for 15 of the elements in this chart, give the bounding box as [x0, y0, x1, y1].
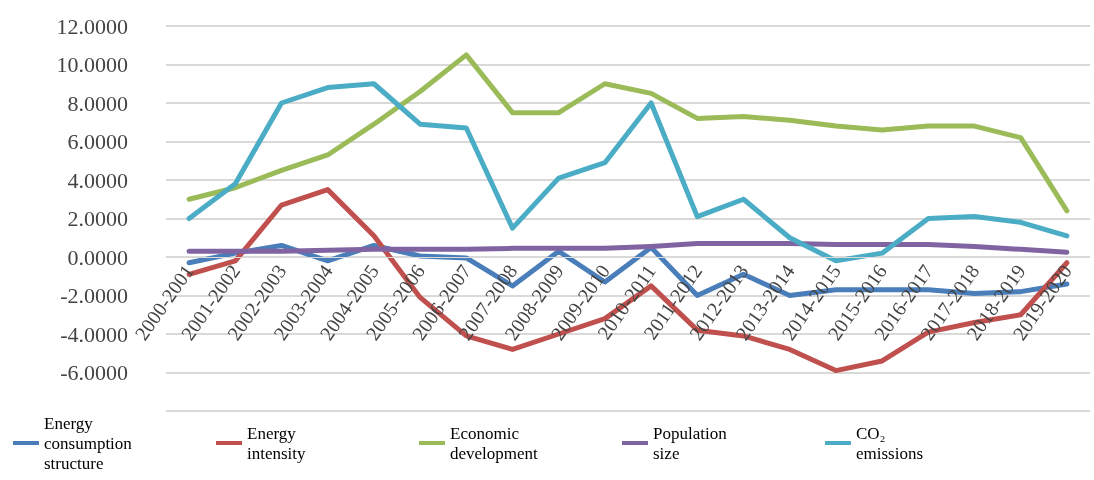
legend-label: CO₂ emissions	[856, 423, 924, 463]
y-tick-label: -4.0000	[60, 321, 128, 347]
y-tick-label: -2.0000	[60, 283, 128, 308]
y-tick-label: -6.0000	[60, 360, 128, 385]
y-tick-label: 12.0000	[56, 13, 128, 39]
y-tick-label: 8.0000	[67, 90, 128, 116]
legend-label: Energy intensity	[247, 423, 307, 463]
y-tick-label: 6.0000	[67, 129, 128, 154]
y-tick-label: 10.0000	[56, 52, 128, 77]
legend-label: Economic development	[450, 423, 539, 463]
y-tick-label: 2.0000	[67, 206, 128, 231]
y-tick-label: 0.0000	[67, 244, 128, 270]
legend-label: Energy consumption structure	[44, 413, 137, 473]
y-tick-label: 4.0000	[67, 167, 128, 193]
legend-label: Population size	[653, 423, 731, 463]
